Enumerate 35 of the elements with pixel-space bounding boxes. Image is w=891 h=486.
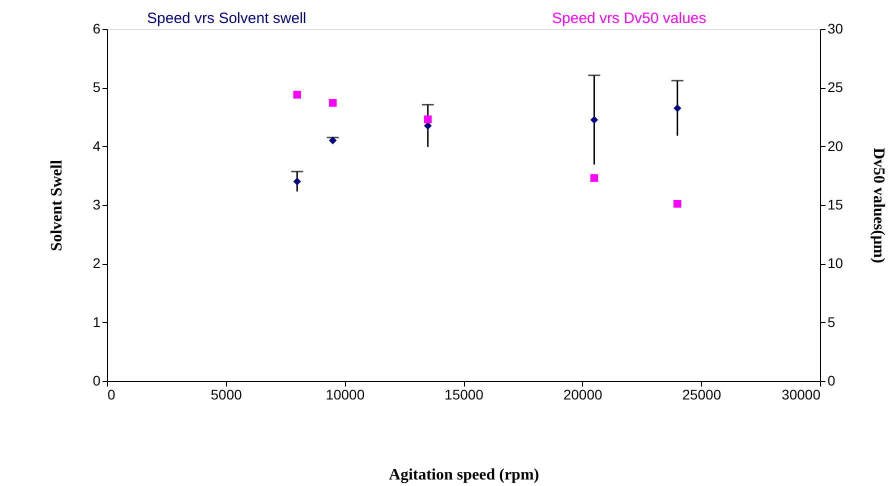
point <box>424 115 432 124</box>
y2-tick-label: 20 <box>828 138 844 154</box>
y-tick-label: 5 <box>92 79 101 96</box>
point <box>674 200 682 208</box>
y2-tick-label: 0 <box>828 372 836 388</box>
text: Speed vrs Solvent swell <box>147 10 306 27</box>
point <box>293 90 302 99</box>
y2-tick-label: 10 <box>828 255 844 272</box>
y-tick-label: 0 <box>92 372 101 388</box>
y-tick-label: 4 <box>92 138 101 154</box>
point <box>293 178 302 186</box>
point <box>590 174 598 182</box>
text: Speed vrs Dv50 values <box>552 10 706 27</box>
y-tick-label: 6 <box>92 20 101 36</box>
y2-tick-label: 5 <box>828 314 836 330</box>
x-axis-title: Agitation speed (rpm) <box>388 466 540 484</box>
y2-tick-label: 30 <box>828 20 844 36</box>
x-tick-label: 15000 <box>444 386 484 402</box>
x-tick-label: 25000 <box>682 386 722 402</box>
y-axis-title: Solvent Swell <box>48 159 66 252</box>
x-tick-label: 10000 <box>326 386 365 402</box>
x-tick-label: 5000 <box>210 386 242 402</box>
point <box>328 136 337 144</box>
x-tick-label: 0 <box>108 386 116 402</box>
point <box>328 99 337 107</box>
point <box>590 116 598 124</box>
y-tick-label: 3 <box>92 196 101 212</box>
point <box>674 104 682 112</box>
y2-axis-title: Dv50 values(µm) <box>870 148 888 264</box>
y2-tick-label: 15 <box>828 196 844 212</box>
x-tick-label: 30000 <box>782 386 821 402</box>
y-tick-label: 1 <box>92 314 101 330</box>
x-tick-label: 20000 <box>563 386 603 402</box>
y-tick-label: 2 <box>92 255 101 272</box>
y2-tick-label: 25 <box>828 79 844 96</box>
